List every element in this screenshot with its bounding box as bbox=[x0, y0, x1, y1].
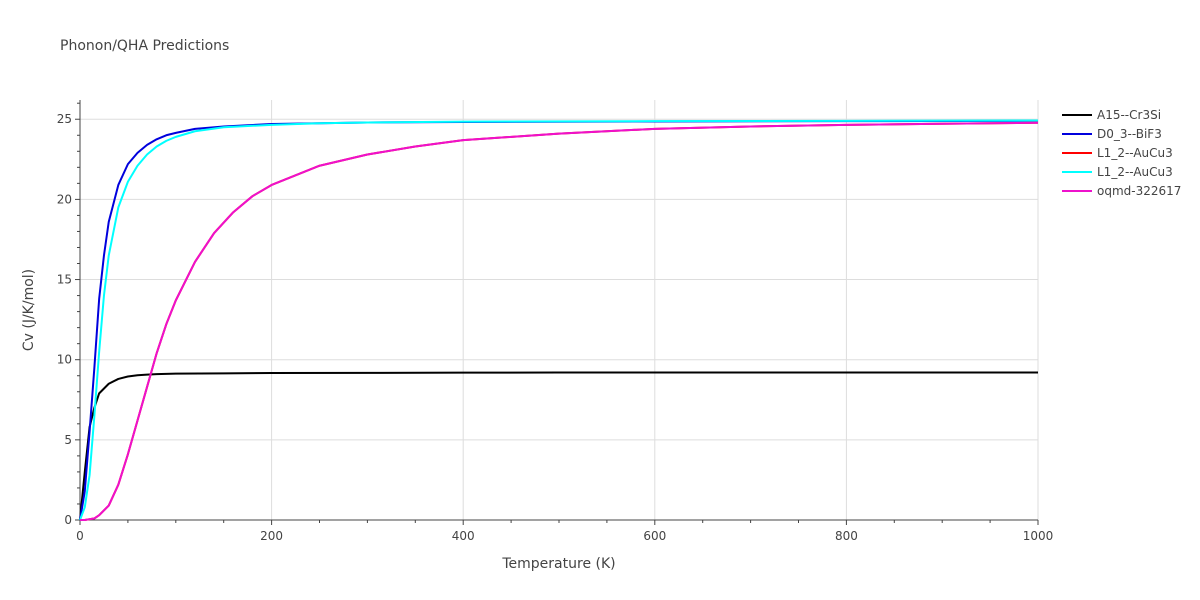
y-tick-label: 20 bbox=[57, 192, 72, 206]
axes bbox=[79, 100, 1038, 521]
legend-item[interactable]: L1_2--AuCu3 bbox=[1062, 165, 1173, 179]
x-tick-label: 0 bbox=[76, 529, 84, 543]
series-line-2 bbox=[80, 121, 1039, 521]
legend-item[interactable]: D0_3--BiF3 bbox=[1062, 127, 1162, 141]
grid-lines bbox=[80, 100, 1039, 520]
y-tick-label: 0 bbox=[64, 513, 72, 527]
x-tick-label: 400 bbox=[452, 529, 475, 543]
y-tick-label: 10 bbox=[57, 353, 72, 367]
y-axis-ticks: 0 5 10 15 20 25 bbox=[57, 102, 80, 527]
x-tick-label: 1000 bbox=[1023, 529, 1054, 543]
y-axis-title: Cv (J/K/mol) bbox=[21, 269, 37, 351]
series-line-3 bbox=[79, 119, 1039, 521]
legend-label: D0_3--BiF3 bbox=[1097, 127, 1162, 141]
x-axis-title: Temperature (K) bbox=[501, 556, 615, 572]
legend-label: L1_2--AuCu3 bbox=[1097, 146, 1173, 160]
y-tick-label: 5 bbox=[64, 433, 72, 447]
legend-item[interactable]: A15--Cr3Si bbox=[1062, 108, 1161, 122]
chart-title: Phonon/QHA Predictions bbox=[60, 38, 229, 54]
legend-label: L1_2--AuCu3 bbox=[1097, 165, 1173, 179]
legend-label: A15--Cr3Si bbox=[1097, 108, 1161, 122]
legend[interactable]: A15--Cr3Si D0_3--BiF3 L1_2--AuCu3 L1_2--AuC… bbox=[1062, 108, 1181, 198]
series-line-1 bbox=[79, 119, 1039, 521]
legend-item[interactable]: L1_2--AuCu3 bbox=[1062, 146, 1173, 160]
x-tick-label: 200 bbox=[260, 529, 283, 543]
legend-item[interactable]: oqmd-322617 bbox=[1062, 184, 1181, 198]
y-tick-label: 25 bbox=[57, 112, 72, 126]
x-tick-label: 800 bbox=[835, 529, 858, 543]
x-axis-ticks: 0 200 400 600 800 1000 bbox=[76, 520, 1053, 543]
series-group bbox=[79, 119, 1039, 521]
series-line-0 bbox=[79, 371, 1038, 521]
x-tick-label: 600 bbox=[643, 529, 666, 543]
series-line-4 bbox=[80, 121, 1039, 521]
legend-label: oqmd-322617 bbox=[1097, 184, 1181, 198]
y-tick-label: 15 bbox=[57, 273, 72, 287]
